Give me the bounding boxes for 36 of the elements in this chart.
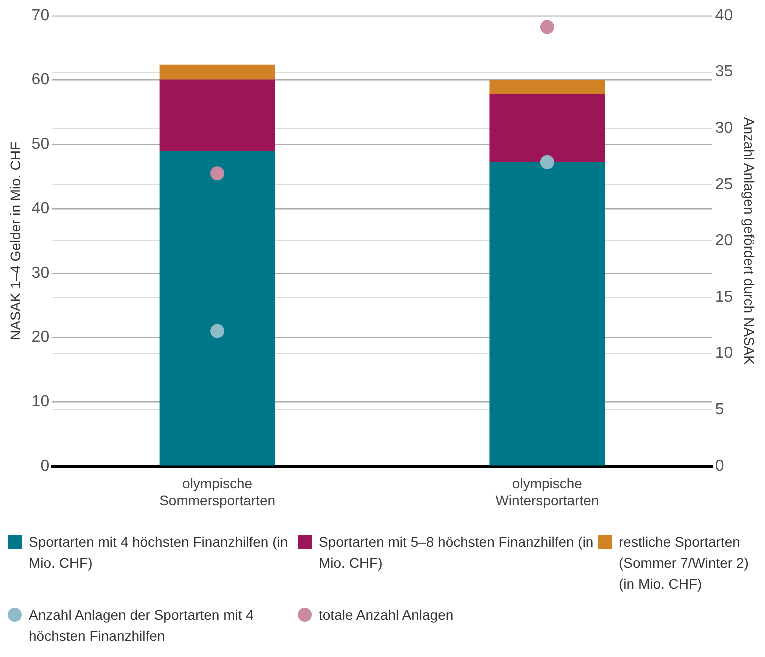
y2-tick-label: 20 (715, 232, 734, 250)
y2-tick-label: 25 (715, 176, 734, 194)
point (210, 166, 225, 181)
y-tick-label: 0 (40, 458, 50, 475)
y2-tick-label: 5 (715, 402, 724, 419)
legend-label: totale Anzahl Anlagen (319, 606, 454, 625)
y2-tick-label: 0 (715, 458, 724, 475)
bar (490, 94, 606, 162)
legend-label: Sportarten mit 4 höchsten Finanzhilfen (in Mio. CHF) (29, 533, 290, 573)
legend-label: restliche Sportarten (Sommer 7/Winter 2) (in Mio. CHF) (619, 533, 750, 594)
bar (490, 162, 606, 466)
x-tick-label: olympische Wintersportarten (496, 476, 600, 508)
y2-tick-label: 40 (715, 7, 734, 24)
y-tick-label: 20 (32, 329, 50, 346)
y2-tick-label: 30 (715, 120, 734, 138)
y-tick-label: 40 (32, 200, 50, 218)
point (210, 324, 225, 338)
y2-tick-label: 10 (715, 345, 734, 362)
y2-tick-label: 15 (715, 288, 734, 306)
legend-label: Sportarten mit 5–8 höchsten Finanzhilfen (in Mio. CHF) (319, 533, 595, 573)
bar (490, 80, 606, 94)
point (540, 20, 554, 34)
legend-label: Anzahl Anlagen der Sportarten mit 4 höchsten Finanzhilfen (29, 606, 255, 646)
y-axis-title: NASAK 1–4 Gelder in Mio. CHF (7, 142, 24, 340)
y-tick-label: 50 (32, 136, 50, 154)
y-tick-label: 10 (32, 393, 50, 410)
point (540, 155, 554, 170)
bar (160, 80, 276, 152)
y-tick-label: 70 (32, 7, 50, 24)
y-tick-label: 30 (32, 264, 50, 282)
x-tick-label: olympische Sommersportarten (160, 476, 276, 508)
bar (160, 151, 276, 466)
bar (160, 64, 276, 80)
y2-axis-title: Anzahl Anlagen gefördert durch NASAK (742, 117, 758, 366)
y2-tick-label: 35 (715, 64, 734, 81)
y-tick-label: 60 (32, 72, 50, 89)
